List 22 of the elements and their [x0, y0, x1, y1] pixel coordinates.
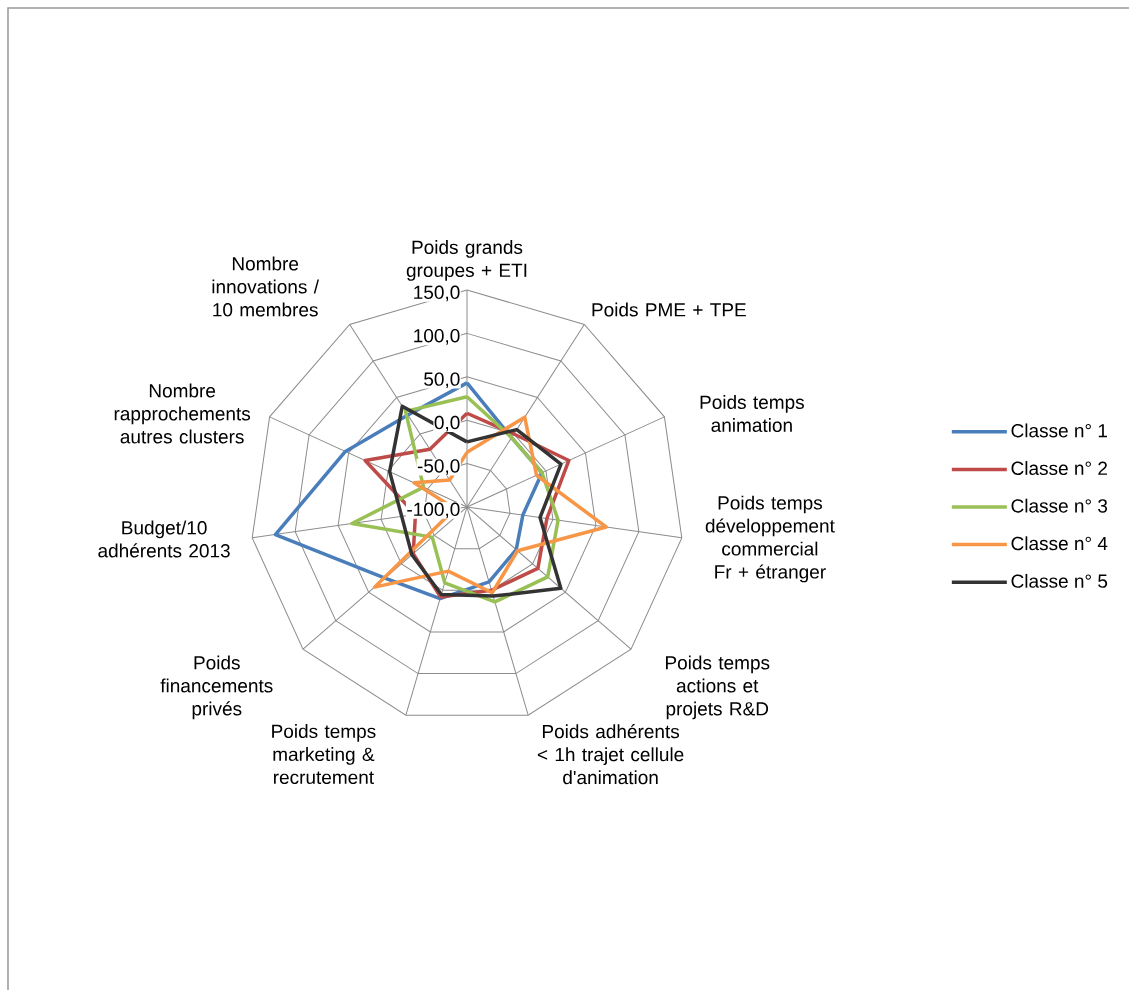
- spoke-label: Poids PME + TPE: [592, 302, 746, 317]
- spoke-label: Poids temps actions et projets R&D: [666, 655, 770, 720]
- spoke-label: Poids adhérents < 1h trajet cellule d'animation: [537, 724, 684, 785]
- spoke-label: Poids temps animation: [700, 395, 804, 432]
- spoke-label: Poids financements privés: [160, 655, 273, 720]
- spoke-label: Nombre innovations / 10 membres: [212, 256, 319, 317]
- y-tick-label: 100,0: [414, 328, 460, 345]
- y-tick-label: 150,0: [414, 285, 460, 302]
- spoke-label: Poids temps développement commercial Fr + étranger: [705, 495, 835, 583]
- legend-label: Classe n° 1: [1011, 423, 1107, 438]
- spoke-label: Nombre rapprochements autres clusters: [114, 383, 251, 444]
- y-tick-label: 0,0: [434, 415, 460, 432]
- legend-label: Classe n° 5: [1011, 573, 1108, 588]
- spoke-label: Budget/10 adhérents 2013: [98, 520, 230, 558]
- y-tick-label: -100,0: [407, 502, 460, 519]
- legend-label: Classe n° 3: [1011, 498, 1108, 513]
- y-tick-label: 50,0: [424, 372, 460, 389]
- legend-label: Classe n° 4: [1011, 536, 1108, 551]
- y-tick-label: -50,0: [417, 459, 460, 475]
- spoke-label: Poids grands groupes + ETI: [406, 240, 527, 281]
- legend-label: Classe n° 2: [1011, 461, 1107, 476]
- spoke-label: Poids temps marketing & recrutement: [272, 724, 376, 785]
